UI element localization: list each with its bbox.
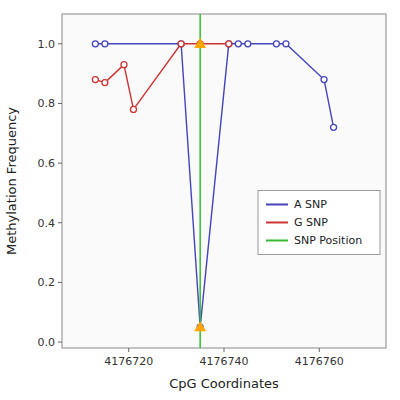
series-point [92, 41, 98, 47]
series-point [321, 77, 327, 83]
x-tick [224, 348, 225, 352]
series-point [331, 124, 337, 130]
snp-triangle [194, 38, 206, 48]
x-tick-label: 4176760 [295, 355, 344, 368]
legend-label: SNP Position [294, 234, 362, 247]
x-tick [128, 348, 129, 352]
x-tick [319, 348, 320, 352]
series-point [226, 41, 232, 47]
series-point [235, 41, 241, 47]
y-tick [58, 43, 62, 44]
series-point [92, 77, 98, 83]
series-point [226, 41, 232, 47]
y-tick-label: 1.0 [38, 38, 56, 51]
series-line [95, 44, 228, 110]
series-point [178, 41, 184, 47]
y-axis-label: Methylation Frequency [4, 107, 19, 255]
plot-frame [62, 14, 386, 348]
legend-swatch [266, 203, 288, 205]
y-tick-label: 0.0 [38, 336, 56, 349]
series-point [130, 106, 136, 112]
series-point [178, 41, 184, 47]
snp-triangle [194, 321, 206, 331]
series-point [273, 41, 279, 47]
y-tick [58, 282, 62, 283]
series-line [95, 44, 333, 327]
x-axis-label: CpG Coordinates [169, 376, 279, 391]
legend: A SNP G SNP SNP Position [258, 190, 380, 254]
y-tick [58, 342, 62, 343]
x-tick-label: 4176720 [104, 355, 153, 368]
series-point [102, 80, 108, 86]
series-point [245, 41, 251, 47]
chart: 4176720 4176740 4176760 0.0 0.2 0.4 0.6 0.8 1.0 C… [0, 0, 400, 400]
legend-label: A SNP [294, 198, 327, 211]
y-tick-label: 0.4 [38, 217, 56, 230]
y-tick [58, 222, 62, 223]
series-point [121, 62, 127, 68]
series-point [283, 41, 289, 47]
y-tick-label: 0.8 [38, 97, 56, 110]
y-tick [58, 103, 62, 104]
legend-swatch [266, 239, 288, 241]
legend-box [258, 190, 380, 254]
plot-marks [92, 14, 336, 348]
legend-label: G SNP [294, 216, 328, 229]
snp-line [199, 14, 201, 348]
y-tick-label: 0.6 [38, 157, 56, 170]
legend-swatch [266, 221, 288, 223]
series-point [102, 41, 108, 47]
y-tick [58, 163, 62, 164]
y-tick-label: 0.2 [38, 276, 56, 289]
x-tick-label: 4176740 [200, 355, 249, 368]
